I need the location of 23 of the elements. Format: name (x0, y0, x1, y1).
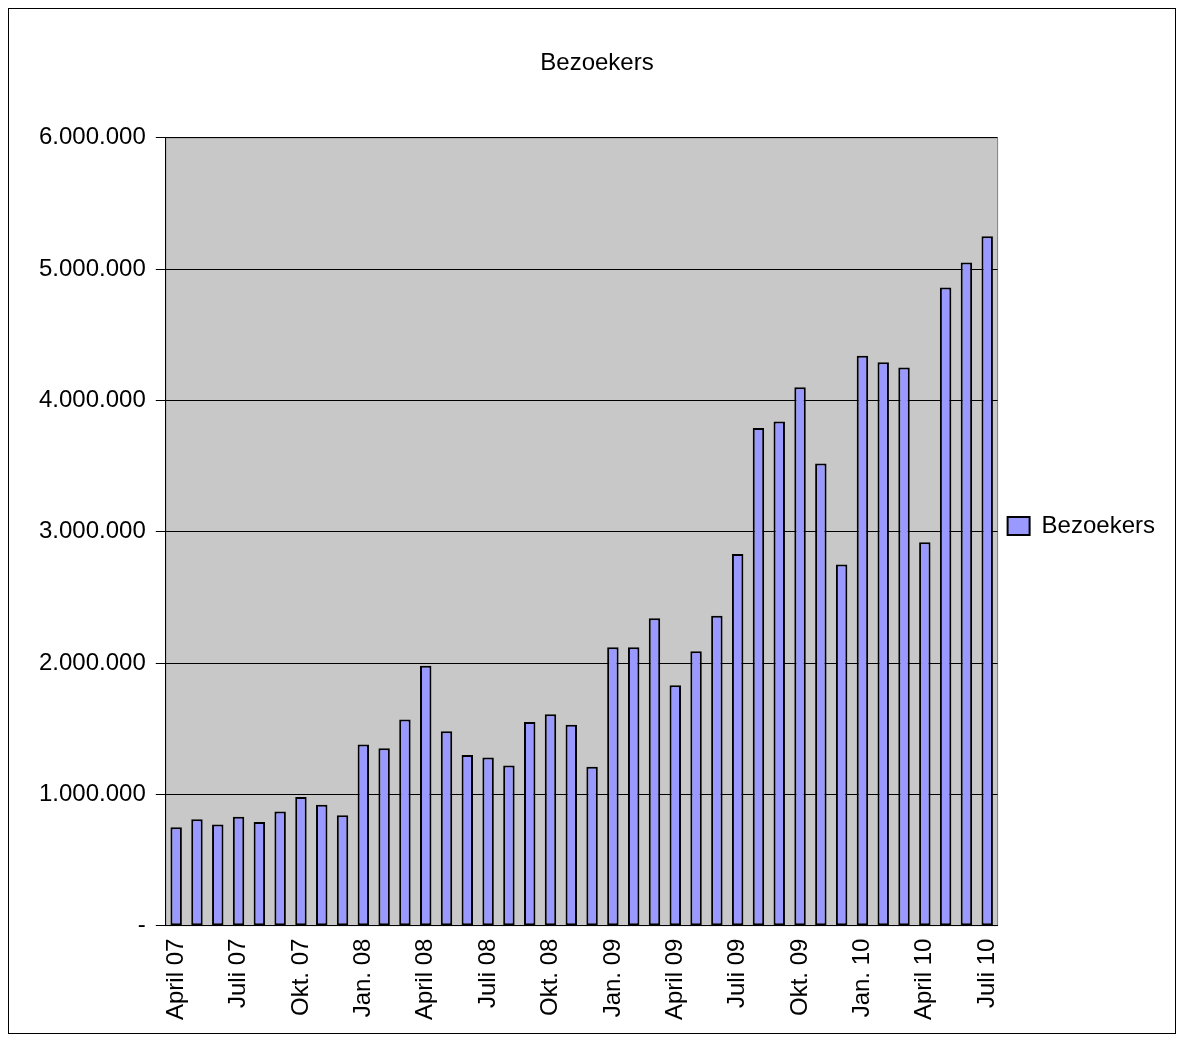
y-tick-label: 2.000.000 (38, 647, 146, 675)
x-tick-label: Juli 09 (722, 938, 750, 1008)
x-tick-label: April 09 (659, 938, 687, 1020)
y-tick-label: 5.000.000 (38, 253, 146, 281)
x-tick-label: Jan. 10 (847, 938, 875, 1018)
x-tick-label: Jan. 09 (597, 938, 625, 1018)
x-tick-label: Okt. 08 (535, 938, 563, 1016)
x-tick-label: Okt. 09 (784, 938, 812, 1016)
y-tick-label: 1.000.000 (38, 778, 146, 806)
x-tick-label: Okt. 07 (285, 938, 313, 1016)
x-tick-label: Juli 08 (472, 938, 500, 1008)
x-tick-label: April 10 (909, 938, 937, 1020)
x-tick-label: Juli 07 (223, 938, 251, 1008)
x-tick-label: April 08 (410, 938, 438, 1020)
chart-title: Bezoekers (540, 48, 654, 76)
x-tick-label: Juli 10 (971, 938, 999, 1008)
legend-label: Bezoekers (1041, 510, 1155, 538)
y-tick-label: 6.000.000 (38, 122, 146, 150)
x-tick-label: April 07 (160, 938, 188, 1020)
y-tick-label: 4.000.000 (38, 385, 146, 413)
x-tick-label: Jan. 08 (347, 938, 375, 1018)
y-tick-label: 3.000.000 (38, 516, 146, 544)
y-tick-label: - (137, 910, 146, 938)
